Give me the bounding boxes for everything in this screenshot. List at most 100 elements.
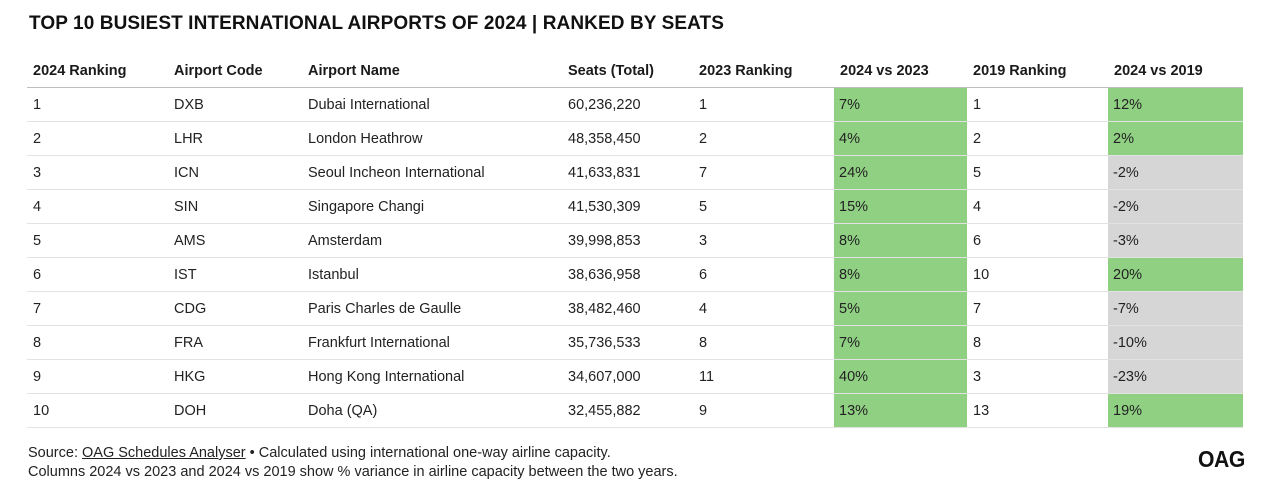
cell-2019-ranking: 13 <box>967 393 1108 428</box>
cell-2024-vs-2019: 12% <box>1108 87 1243 122</box>
cell-2024-vs-2019: -2% <box>1108 155 1243 190</box>
cell-seats-total: 60,236,220 <box>562 87 693 122</box>
cell-airport-code: IST <box>168 257 302 292</box>
cell-2024-ranking: 7 <box>27 291 168 326</box>
cell-2023-ranking: 11 <box>693 359 834 394</box>
cell-airport-code: SIN <box>168 189 302 224</box>
cell-seats-total: 39,998,853 <box>562 223 693 258</box>
cell-2024-ranking: 8 <box>27 325 168 360</box>
cell-2019-ranking: 7 <box>967 291 1108 326</box>
cell-airport-name: London Heathrow <box>302 121 562 156</box>
cell-seats-total: 32,455,882 <box>562 393 693 428</box>
cell-2023-ranking: 4 <box>693 291 834 326</box>
cell-airport-code: DOH <box>168 393 302 428</box>
col-header-2024-ranking: 2024 Ranking <box>27 54 168 88</box>
cell-seats-total: 41,633,831 <box>562 155 693 190</box>
cell-2023-ranking: 5 <box>693 189 834 224</box>
cell-2024-vs-2019: 20% <box>1108 257 1243 292</box>
cell-2023-ranking: 2 <box>693 121 834 156</box>
cell-seats-total: 34,607,000 <box>562 359 693 394</box>
cell-2024-ranking: 5 <box>27 223 168 258</box>
table-row: 9 HKG Hong Kong International 34,607,000 11 4… <box>27 359 1243 394</box>
cell-2024-vs-2023: 4% <box>834 121 967 156</box>
cell-airport-name: Paris Charles de Gaulle <box>302 291 562 326</box>
cell-2024-ranking: 4 <box>27 189 168 224</box>
cell-2024-vs-2019: -7% <box>1108 291 1243 326</box>
cell-2024-vs-2019: -2% <box>1108 189 1243 224</box>
cell-airport-name: Frankfurt International <box>302 325 562 360</box>
cell-2024-vs-2019: -10% <box>1108 325 1243 360</box>
cell-airport-code: CDG <box>168 291 302 326</box>
cell-2019-ranking: 2 <box>967 121 1108 156</box>
col-header-2019-ranking: 2019 Ranking <box>967 54 1108 88</box>
col-header-airport-code: Airport Code <box>168 54 302 88</box>
table-header-row: 2024 Ranking Airport Code Airport Name S… <box>27 54 1243 88</box>
cell-2024-vs-2019: -3% <box>1108 223 1243 258</box>
cell-2024-ranking: 9 <box>27 359 168 394</box>
col-header-airport-name: Airport Name <box>302 54 562 88</box>
cell-2023-ranking: 7 <box>693 155 834 190</box>
cell-seats-total: 48,358,450 <box>562 121 693 156</box>
cell-seats-total: 38,482,460 <box>562 291 693 326</box>
cell-2024-vs-2019: -23% <box>1108 359 1243 394</box>
cell-2023-ranking: 1 <box>693 87 834 122</box>
col-header-seats-total: Seats (Total) <box>562 54 693 88</box>
cell-2024-vs-2023: 13% <box>834 393 967 428</box>
cell-airport-code: LHR <box>168 121 302 156</box>
cell-2019-ranking: 6 <box>967 223 1108 258</box>
cell-2019-ranking: 8 <box>967 325 1108 360</box>
source-link[interactable]: OAG Schedules Analyser <box>82 445 246 461</box>
table-row: 1 DXB Dubai International 60,236,220 1 7% 1 12% <box>27 87 1243 122</box>
cell-airport-code: ICN <box>168 155 302 190</box>
source-line: Source: OAG Schedules Analyser • Calcula… <box>28 444 678 463</box>
col-header-2024-vs-2019: 2024 vs 2019 <box>1108 54 1243 88</box>
col-header-2024-vs-2023: 2024 vs 2023 <box>834 54 967 88</box>
page-title: TOP 10 BUSIEST INTERNATIONAL AIRPORTS OF… <box>29 13 725 34</box>
cell-2024-vs-2023: 8% <box>834 223 967 258</box>
footer-notes: Source: OAG Schedules Analyser • Calcula… <box>28 444 678 482</box>
cell-2024-ranking: 2 <box>27 121 168 156</box>
source-suffix: • Calculated using international one-way… <box>245 445 611 461</box>
col-header-2023-ranking: 2023 Ranking <box>693 54 834 88</box>
cell-seats-total: 35,736,533 <box>562 325 693 360</box>
cell-seats-total: 41,530,309 <box>562 189 693 224</box>
airports-table: 2024 Ranking Airport Code Airport Name S… <box>27 54 1243 428</box>
table-row: 6 IST Istanbul 38,636,958 6 8% 10 20% <box>27 257 1243 292</box>
cell-airport-name: Dubai International <box>302 87 562 122</box>
cell-2024-ranking: 10 <box>27 393 168 428</box>
cell-airport-name: Istanbul <box>302 257 562 292</box>
cell-2024-vs-2023: 40% <box>834 359 967 394</box>
cell-2024-vs-2023: 15% <box>834 189 967 224</box>
cell-airport-code: DXB <box>168 87 302 122</box>
cell-2024-ranking: 3 <box>27 155 168 190</box>
cell-2024-vs-2019: 19% <box>1108 393 1243 428</box>
cell-2024-vs-2023: 24% <box>834 155 967 190</box>
cell-airport-code: HKG <box>168 359 302 394</box>
cell-airport-name: Amsterdam <box>302 223 562 258</box>
cell-2023-ranking: 3 <box>693 223 834 258</box>
cell-2024-vs-2019: 2% <box>1108 121 1243 156</box>
cell-2019-ranking: 5 <box>967 155 1108 190</box>
cell-2024-ranking: 1 <box>27 87 168 122</box>
cell-2023-ranking: 8 <box>693 325 834 360</box>
cell-airport-name: Hong Kong International <box>302 359 562 394</box>
cell-2019-ranking: 1 <box>967 87 1108 122</box>
cell-2024-vs-2023: 7% <box>834 87 967 122</box>
cell-2019-ranking: 4 <box>967 189 1108 224</box>
variance-note: Columns 2024 vs 2023 and 2024 vs 2019 sh… <box>28 464 678 480</box>
table-row: 4 SIN Singapore Changi 41,530,309 5 15% 4 -2% <box>27 189 1243 224</box>
cell-2019-ranking: 3 <box>967 359 1108 394</box>
cell-2024-vs-2023: 5% <box>834 291 967 326</box>
cell-2019-ranking: 10 <box>967 257 1108 292</box>
table-row: 7 CDG Paris Charles de Gaulle 38,482,460 4 5%… <box>27 291 1243 326</box>
cell-airport-code: FRA <box>168 325 302 360</box>
table-row: 2 LHR London Heathrow 48,358,450 2 4% 2 2% <box>27 121 1243 156</box>
cell-2023-ranking: 6 <box>693 257 834 292</box>
table-row: 5 AMS Amsterdam 39,998,853 3 8% 6 -3% <box>27 223 1243 258</box>
cell-seats-total: 38,636,958 <box>562 257 693 292</box>
source-prefix: Source: <box>28 445 82 461</box>
cell-2024-ranking: 6 <box>27 257 168 292</box>
cell-airport-name: Seoul Incheon International <box>302 155 562 190</box>
cell-2024-vs-2023: 7% <box>834 325 967 360</box>
table-body: 1 DXB Dubai International 60,236,220 1 7% 1 12%… <box>27 87 1243 428</box>
